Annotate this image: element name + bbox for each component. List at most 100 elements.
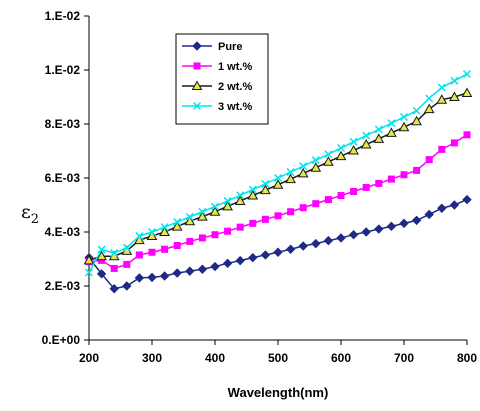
y-tick-label: 1.E-02 [45,63,81,77]
legend-label: 1 wt.% [218,61,252,73]
data-point-triangle [423,103,435,114]
data-point-diamond [197,264,208,274]
data-point-triangle [386,127,397,137]
data-point-square [387,175,395,183]
data-point-diamond [134,273,145,283]
data-point-x [84,268,94,277]
y-tick-label: 4.E-03 [45,225,81,239]
series-layer [83,70,473,294]
data-point-diamond [260,250,271,260]
data-point-square [287,208,295,216]
data-point-diamond [159,271,170,281]
data-point-triangle [171,221,183,231]
data-point-triangle [335,150,347,161]
data-point-x [236,191,245,200]
data-point-diamond [248,252,258,263]
data-point-diamond [311,238,321,249]
data-point-x [273,173,283,183]
data-point-diamond [192,41,202,51]
data-point-x [462,70,472,79]
data-point-diamond [210,261,220,272]
data-point-square [375,179,383,187]
data-point-square [324,196,332,204]
data-point-diamond [386,221,397,232]
data-point-diamond [109,283,119,294]
data-point-diamond [361,227,371,237]
x-tick-label: 200 [79,351,99,365]
data-point-triangle [134,234,145,245]
y-axis-title-base: ε [21,201,31,223]
data-point-square [98,256,106,264]
data-point-diamond [235,255,245,266]
data-point-diamond [336,233,346,243]
y-tick-label: 1.E-02 [45,9,81,23]
x-tick-label: 500 [268,351,288,365]
data-point-x [147,227,157,237]
data-point-x [311,156,320,165]
y-tick-label: 2.E-03 [45,279,81,293]
data-point-triangle [247,190,259,200]
legend-label: Pure [218,41,242,53]
data-point-triangle [191,80,203,90]
data-point-triangle [449,91,460,101]
data-point-square [161,245,169,253]
data-point-triangle [398,121,410,132]
data-point-x [160,223,169,232]
x-axis-title: Wavelength(nm) [228,385,329,400]
legend-label: 3 wt.% [218,101,252,113]
data-point-x [185,212,194,221]
legend-box [175,33,269,125]
data-point-square [135,251,143,259]
data-point-x [399,112,409,122]
data-point-triangle [360,139,372,149]
series-2 [83,87,473,265]
data-point-square [198,234,206,242]
series-3 [84,70,472,277]
data-point-triangle [411,115,422,126]
data-point-triangle [310,162,322,172]
data-point-x [425,94,434,103]
data-point-triangle [209,206,221,216]
data-point-square [274,212,282,220]
data-point-x [387,119,396,128]
data-point-square [463,131,471,139]
data-point-diamond [285,244,296,254]
data-point-square [450,139,458,147]
data-point-diamond [348,229,359,240]
data-point-triangle [260,184,271,195]
x-ticks: 200 300 400 500 600 700 800 [79,340,477,365]
y-ticks: 0.E+00 2.E-03 4.E-03 6.E-03 8.E-03 1.E-02 1.E-… [42,9,89,347]
data-point-x [374,125,383,134]
data-point-triangle [348,144,359,155]
y-axis-title-sub: 2 [31,212,39,227]
data-point-triangle [96,250,107,261]
data-point-triangle [323,156,334,166]
data-point-square [400,171,408,179]
data-point-triangle [146,230,158,241]
data-point-x [349,137,358,146]
data-point-square [337,192,345,200]
data-point-x [198,207,207,216]
data-point-x [97,245,106,254]
data-point-x [173,217,182,227]
data-point-diamond [424,209,434,220]
data-point-square [438,145,446,153]
data-point-square [236,223,244,231]
data-point-triangle [285,173,296,184]
data-point-x [210,202,220,211]
legend-entry: 3 wt.% [182,101,252,113]
data-point-x [450,76,459,85]
data-point-x [412,106,421,115]
data-point-diamond [437,203,447,213]
data-point-diamond [185,266,195,276]
data-point-x [336,143,346,153]
x-tick-label: 700 [394,351,414,365]
x-tick-label: 800 [457,351,477,365]
y-tick-label: 8.E-03 [45,117,81,131]
data-point-x [324,150,333,159]
data-point-triangle [272,179,284,189]
x-tick-label: 400 [205,351,225,365]
data-point-x [286,168,295,177]
data-point-diamond [122,281,132,291]
